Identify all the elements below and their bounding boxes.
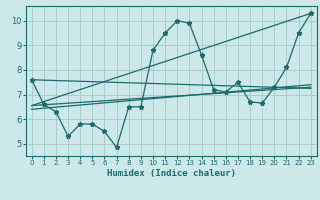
X-axis label: Humidex (Indice chaleur): Humidex (Indice chaleur) xyxy=(107,169,236,178)
